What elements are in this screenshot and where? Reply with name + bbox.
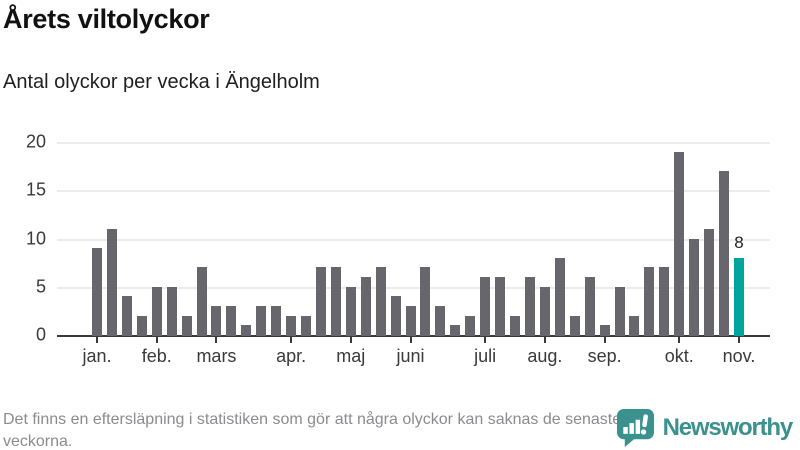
bar-week-28	[495, 277, 506, 336]
month-label-maj: maj	[336, 346, 366, 366]
bar-week-11	[241, 325, 252, 336]
bar-week-40	[674, 151, 685, 336]
y-axis-label-15: 15	[25, 179, 46, 200]
bar-week-31	[539, 286, 550, 336]
newsworthy-logo[interactable]: Newsworthy	[616, 408, 794, 448]
bar-week-44	[733, 257, 744, 336]
bar-week-4	[136, 315, 147, 336]
bar-week-10	[226, 306, 237, 336]
month-label-nov: nov.	[722, 346, 756, 366]
bar-week-6	[166, 286, 177, 336]
month-tick-juli	[484, 337, 487, 343]
footnote: Det finns en eftersläpning i statistiken…	[3, 411, 622, 450]
bar-week-29	[510, 315, 521, 336]
bar-week-23	[420, 267, 431, 336]
bar-week-36	[614, 286, 625, 336]
bar-week-15	[301, 315, 312, 336]
highlight-bar-value: 8	[734, 232, 744, 252]
bar-week-42	[704, 228, 715, 336]
month-tick-sep	[603, 337, 606, 343]
gridline-5	[57, 286, 770, 289]
bar-week-21	[390, 296, 401, 336]
month-label-jan: jan.	[82, 346, 112, 366]
month-label-mars: mars	[196, 346, 237, 366]
month-tick-jan	[96, 337, 98, 343]
bar-week-24	[435, 306, 446, 336]
bar-week-35	[599, 325, 610, 336]
bar-week-26	[465, 315, 476, 336]
x-axis-line	[57, 335, 770, 337]
month-label-juni: juni	[396, 346, 425, 366]
month-label-feb: feb.	[141, 346, 172, 366]
bar-week-43	[719, 170, 730, 336]
month-label-apr: apr.	[276, 346, 307, 366]
bar-week-17	[330, 267, 341, 336]
bar-week-14	[286, 315, 297, 336]
bar-week-18	[345, 286, 356, 336]
bar-week-2	[106, 228, 117, 336]
bar-week-34	[584, 277, 595, 336]
newsworthy-chart-bubble-icon	[616, 408, 655, 448]
y-axis-label-0: 0	[35, 324, 46, 345]
bar-week-8	[196, 267, 207, 336]
month-label-okt: okt.	[664, 346, 694, 366]
bar-week-41	[689, 238, 700, 336]
month-label-aug: aug.	[527, 346, 563, 366]
newsworthy-logo-text[interactable]: Newsworthy	[662, 414, 794, 441]
bar-week-33	[569, 315, 580, 336]
month-tick-maj	[349, 337, 352, 343]
bar-week-25	[450, 325, 461, 336]
month-tick-nov	[737, 337, 740, 343]
month-tick-aug	[543, 337, 546, 343]
bar-week-38	[644, 267, 655, 336]
bar-week-19	[360, 277, 371, 336]
bar-week-39	[659, 267, 670, 336]
y-axis-label-20: 20	[25, 131, 46, 152]
bar-week-32	[554, 257, 565, 336]
month-tick-okt	[678, 337, 681, 343]
bar-week-1	[92, 248, 102, 336]
y-axis-label-5: 5	[35, 276, 46, 297]
month-tick-juni	[409, 337, 412, 343]
month-label-juli: juli	[474, 346, 497, 366]
bar-week-20	[375, 267, 386, 336]
gridline-15	[57, 190, 770, 193]
month-tick-apr	[290, 337, 293, 343]
gridline-20	[57, 142, 770, 144]
chart-subtitle: Antal olyckor per vecka i Ängelholm	[3, 71, 320, 93]
bar-week-3	[121, 296, 132, 336]
gridline-10	[57, 238, 770, 241]
bar-week-37	[629, 315, 640, 336]
bar-week-16	[315, 267, 326, 336]
bar-week-27	[480, 277, 491, 336]
month-tick-mars	[215, 337, 218, 343]
bar-week-7	[181, 315, 192, 336]
month-tick-feb	[155, 337, 158, 343]
bar-week-12	[256, 306, 267, 336]
y-axis-label-10: 10	[25, 227, 46, 248]
bar-week-13	[271, 306, 282, 336]
page-title: Årets viltolyckor	[3, 4, 210, 34]
month-label-sep: sep.	[587, 346, 622, 366]
bar-week-5	[151, 286, 162, 336]
bar-week-30	[524, 277, 535, 336]
bar-week-22	[405, 306, 416, 336]
bar-week-9	[211, 306, 222, 336]
